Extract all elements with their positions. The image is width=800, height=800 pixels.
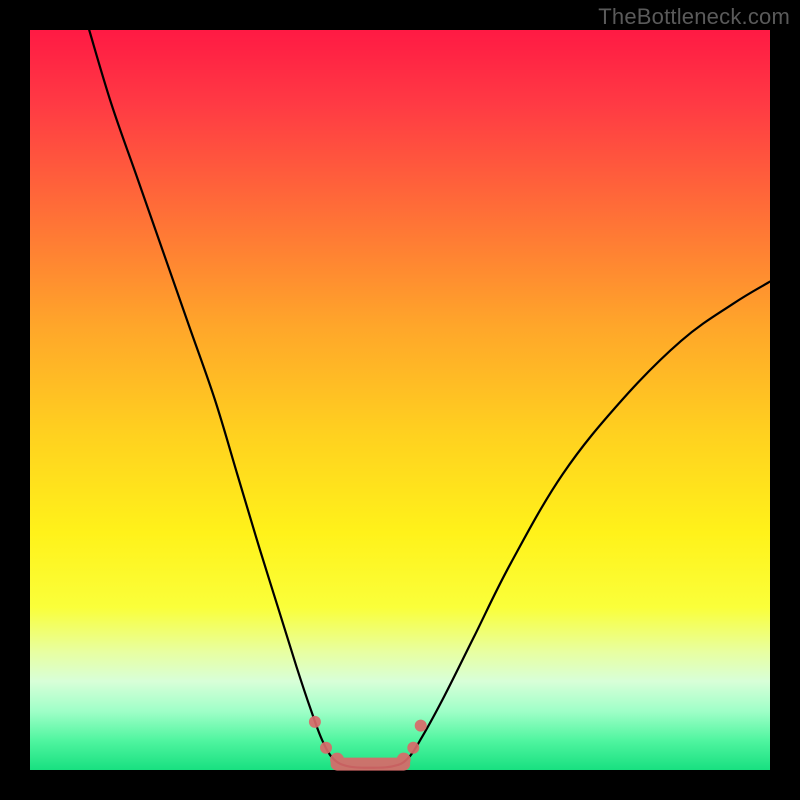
watermark-text: TheBottleneck.com: [598, 4, 790, 30]
valley-dot: [330, 753, 344, 767]
valley-dot: [415, 720, 427, 732]
plot-background: [30, 30, 770, 770]
valley-dot: [320, 742, 332, 754]
valley-dot: [397, 753, 411, 767]
bottleneck-chart: [0, 0, 800, 800]
valley-dot: [407, 742, 419, 754]
chart-container: TheBottleneck.com: [0, 0, 800, 800]
valley-dot: [309, 716, 321, 728]
